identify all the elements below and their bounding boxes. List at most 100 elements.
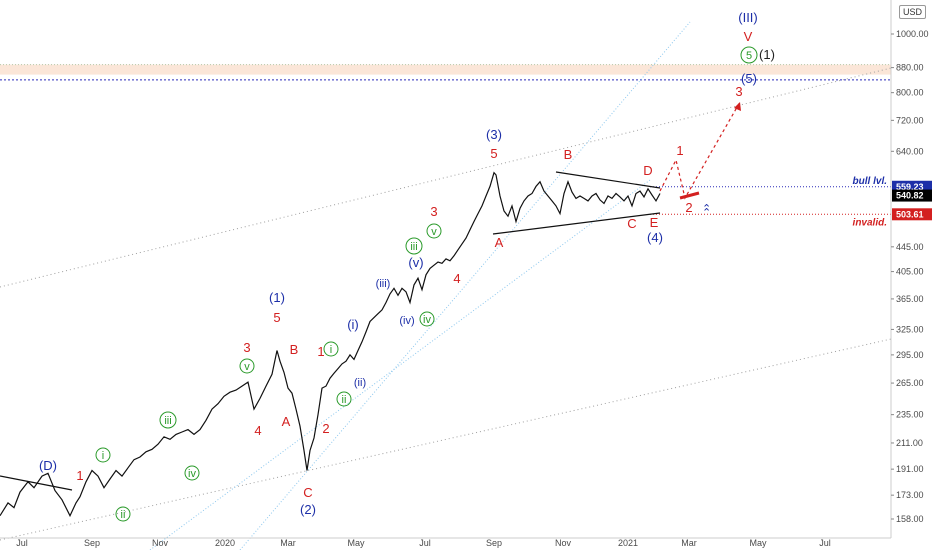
price-badge [892, 208, 932, 221]
x-tick-label: Mar [280, 538, 296, 548]
wave-label: C [303, 485, 312, 500]
currency-label[interactable]: USD [898, 5, 926, 19]
price-badge [892, 189, 932, 202]
y-tick-label: 295.00 [896, 350, 924, 360]
x-tick-label: Mar [681, 538, 697, 548]
channel-line [149, 179, 651, 550]
wave-label: 1 [676, 143, 683, 158]
wave-label: i [102, 450, 104, 462]
wave-label: iv [423, 314, 431, 326]
trendline-d [0, 475, 73, 491]
wave-label: A [495, 235, 504, 250]
x-axis[interactable]: Jul Sep Nov 2020 Mar May Jul Sep Nov 2021 Mar May Ju… [0, 537, 891, 548]
y-tick-label: 173.00 [896, 490, 924, 500]
wave-label: B [290, 342, 299, 357]
wave-label: iv [188, 468, 196, 480]
wave-label-circle [336, 391, 352, 407]
y-tick-label: 880.00 [896, 63, 924, 73]
wave-label: (ii) [354, 377, 366, 389]
double-chevron-up-icon: ⌃ [702, 207, 711, 219]
wave-label: ii [121, 509, 126, 521]
wave-label: E [650, 215, 659, 230]
triangle-lower-line [492, 212, 661, 235]
triangle-upper-line [555, 171, 661, 189]
y-tick-label: 640.00 [896, 146, 924, 156]
wave-label: A [282, 414, 291, 429]
level-note: invalid. [853, 217, 887, 228]
y-tick-label: 445.00 [896, 242, 924, 252]
wave-label: (iii) [376, 278, 391, 290]
wave-label: (2) [300, 502, 316, 517]
wave-label: (D) [39, 458, 57, 473]
x-tick-label: Jul [16, 538, 28, 548]
wave-label: (III) [738, 10, 758, 25]
y-tick-label: 158.00 [896, 514, 924, 524]
y-tick-label: 800.00 [896, 88, 924, 98]
channel-line [239, 21, 691, 550]
x-tick-label: Sep [486, 538, 502, 548]
price-line [0, 171, 661, 518]
wave-label: (i) [347, 317, 359, 332]
x-tick-label: Nov [555, 538, 572, 548]
wave-label: D [643, 163, 652, 178]
wave-label: B [564, 147, 573, 162]
target-zone-band [0, 64, 891, 75]
wave-label: 3 [430, 204, 437, 219]
wave-label: (1) [269, 290, 285, 305]
wave-label: 3 [735, 84, 742, 99]
wave-label: 4 [453, 271, 460, 286]
x-tick-label: Nov [152, 538, 169, 548]
wave-label: iii [410, 241, 417, 253]
y-tick-label: 720.00 [896, 115, 924, 125]
chevron-up-icon: ⌃ [702, 203, 711, 215]
wave-label-circle [239, 358, 255, 374]
wave-label: 2 [322, 421, 329, 436]
wave-label: iii [164, 415, 171, 427]
x-tick-label: Jul [419, 538, 431, 548]
x-tick-label: May [749, 538, 767, 548]
wave-label: 2 [685, 200, 692, 215]
forecast-arrowhead [734, 102, 741, 111]
wave-label: 5 [490, 146, 497, 161]
y-tick-label: 365.00 [896, 294, 924, 304]
channel-line [0, 67, 892, 288]
x-tick-label: Jul [819, 538, 831, 548]
wave-label: (1) [759, 47, 775, 62]
wave-label: 3 [243, 340, 250, 355]
wave-label-circle [740, 46, 758, 64]
wave-label: (v) [408, 255, 423, 270]
x-tick-label: 2020 [215, 538, 235, 548]
y-tick-label: 265.00 [896, 378, 924, 388]
y-tick-label: 191.00 [896, 464, 924, 474]
wave-label: 5 [746, 50, 752, 62]
y-axis[interactable]: 158.00 173.00 191.00 211.00 235.00 265.00 295.… [890, 0, 929, 538]
wave-label: 1 [76, 468, 83, 483]
channel-lines [0, 21, 892, 550]
wave-label-circle [184, 465, 200, 481]
wave-label: i [330, 344, 332, 356]
x-tick-label: May [347, 538, 365, 548]
wave-label-circle [159, 411, 177, 429]
wave-label: 5 [273, 310, 280, 325]
wave-label: v [431, 226, 437, 238]
target-zone-bands [0, 64, 891, 81]
x-tick-label: 2021 [618, 538, 638, 548]
wave-label: 1 [317, 344, 324, 359]
level-note: bull lvl. [853, 176, 887, 187]
wave-label: v [244, 361, 250, 373]
wave-label: (iv) [399, 315, 414, 327]
y-tick-label: 405.00 [896, 267, 924, 277]
wave-label: V [744, 29, 753, 44]
wave-label: (5) [741, 71, 757, 86]
y-tick-label: 1000.00 [896, 29, 929, 39]
wave-label: (4) [647, 230, 663, 245]
wave-label-circle [115, 506, 131, 522]
price-series [0, 171, 661, 518]
wave-label: 4 [254, 423, 261, 438]
wave-label: ii [342, 394, 347, 406]
y-tick-label: 235.00 [896, 410, 924, 420]
channel-line [0, 338, 892, 541]
